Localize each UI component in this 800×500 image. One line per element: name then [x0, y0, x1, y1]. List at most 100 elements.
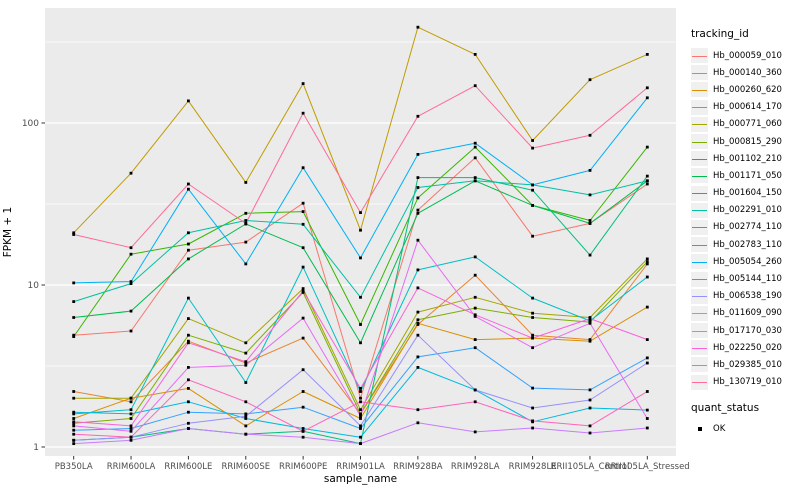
legend-key-line-icon [691, 116, 708, 132]
data-point [301, 435, 305, 439]
data-point [301, 265, 305, 269]
data-point [301, 210, 305, 213]
data-point [588, 388, 592, 392]
legend-item-label: Hb_011609_090 [713, 308, 782, 319]
data-point [531, 346, 534, 350]
data-point [645, 275, 649, 279]
legend-key-line-icon [691, 168, 708, 184]
data-point [473, 338, 477, 341]
data-point [72, 428, 76, 432]
data-point [301, 390, 305, 393]
y-tick-label: 1 [33, 443, 39, 453]
legend-item-Hb_001171_050: Hb_001171_050 [691, 167, 799, 184]
data-point [473, 156, 477, 160]
data-point [301, 246, 305, 250]
data-point [645, 53, 649, 56]
data-point [645, 96, 649, 100]
legend-title-tracking-id: tracking_id [691, 28, 749, 40]
data-point [473, 295, 477, 299]
data-point [301, 287, 305, 290]
data-point [473, 273, 477, 277]
legend-item-quant-OK: OK [691, 421, 799, 438]
data-point [588, 398, 592, 402]
data-point [244, 219, 248, 222]
data-point [645, 86, 649, 90]
data-point [301, 368, 305, 372]
data-point [359, 295, 362, 299]
data-point [645, 417, 649, 420]
data-point [416, 268, 420, 272]
data-point [416, 211, 420, 215]
data-point [129, 408, 133, 412]
legend-item-Hb_000815_290: Hb_000815_290 [691, 133, 799, 150]
legend-item-Hb_002783_110: Hb_002783_110 [691, 236, 799, 253]
legend-key-line-icon [691, 357, 708, 373]
legend-item-label: Hb_002291_010 [713, 205, 782, 216]
data-point [473, 53, 477, 56]
x-tick-label: RRIM928LE [509, 462, 557, 472]
data-point [473, 176, 477, 179]
legend-item-label: Hb_029385_010 [713, 359, 782, 370]
legend-item-label: Hb_002774_110 [713, 222, 782, 233]
data-point [416, 408, 420, 412]
data-point [473, 315, 477, 318]
data-point [244, 181, 248, 184]
data-point [588, 339, 592, 343]
data-point [72, 421, 76, 425]
data-point [416, 286, 420, 290]
legend-item-Hb_000059_010: Hb_000059_010 [691, 47, 799, 64]
data-point [129, 424, 133, 428]
data-point [187, 99, 190, 103]
data-point [588, 406, 592, 410]
data-point [645, 257, 649, 261]
data-point [72, 438, 76, 442]
data-point [416, 238, 420, 242]
data-point [645, 305, 649, 309]
legend-item-label: Hb_022250_020 [713, 342, 782, 353]
data-point [531, 316, 534, 319]
data-point [72, 390, 76, 393]
data-point [416, 333, 420, 337]
data-point [359, 435, 362, 439]
data-point [416, 366, 420, 369]
data-point [187, 257, 190, 261]
data-point [645, 145, 649, 149]
legend-item-label: Hb_001604_150 [713, 188, 782, 199]
data-point [359, 400, 362, 404]
y-tick-label: 100 [22, 119, 39, 129]
data-point [645, 408, 649, 412]
data-point [416, 186, 420, 189]
data-point [301, 82, 305, 85]
data-point [129, 246, 133, 250]
data-point [531, 188, 534, 192]
legend-item-Hb_001102_210: Hb_001102_210 [691, 150, 799, 167]
data-point [531, 139, 534, 142]
data-point [473, 141, 477, 145]
data-point [359, 442, 362, 445]
data-point [359, 341, 362, 345]
data-point [72, 432, 76, 436]
legend-key-line-icon [691, 202, 708, 218]
x-tick-label: RRII105LA_Control [551, 462, 630, 472]
data-point [645, 262, 649, 266]
data-point [244, 432, 248, 436]
data-point [531, 146, 534, 150]
legend-item-Hb_001604_150: Hb_001604_150 [691, 185, 799, 202]
data-point [72, 233, 76, 236]
data-point [531, 234, 534, 238]
legend-key-line-icon [691, 82, 708, 98]
legend-key-line-icon [691, 219, 708, 235]
data-point [187, 427, 190, 430]
data-point [416, 176, 420, 179]
legend-item-label: Hb_000260_620 [713, 84, 782, 95]
data-point [244, 262, 248, 266]
data-point [588, 424, 592, 428]
legend-item-label: Hb_001102_210 [713, 153, 782, 164]
data-point [531, 419, 534, 423]
data-point [588, 78, 592, 82]
data-point [301, 429, 305, 433]
legend-item-Hb_000771_060: Hb_000771_060 [691, 116, 799, 133]
data-point [244, 363, 248, 367]
x-tick-label: RRII105LA_Stressed [605, 462, 690, 472]
